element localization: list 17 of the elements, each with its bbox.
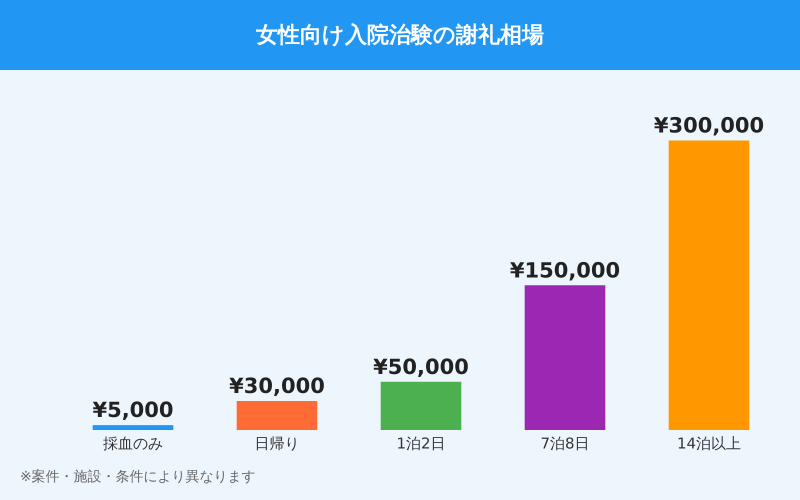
x-tick-label: 日帰り: [254, 434, 300, 452]
bar: [236, 401, 318, 430]
bar: [524, 285, 606, 430]
x-tick-label: 7泊8日: [540, 434, 590, 452]
data-label: ¥30,000: [229, 374, 325, 398]
x-tick-label: 採血のみ: [103, 434, 163, 452]
bar: [92, 425, 174, 430]
text: ※案件・施設・条件により異なります: [20, 468, 256, 486]
x-tick-label: 14泊以上: [676, 434, 742, 452]
data-label: ¥50,000: [373, 354, 469, 379]
chart-title: 女性向け入院治験の謝礼相場: [0, 0, 800, 70]
data-label: ¥300,000: [654, 114, 764, 138]
data-label: ¥5,000: [92, 398, 174, 422]
bar: [668, 140, 750, 430]
bar: [380, 382, 462, 430]
x-tick-label: 1泊2日: [396, 434, 446, 452]
data-label: ¥150,000: [510, 258, 620, 282]
